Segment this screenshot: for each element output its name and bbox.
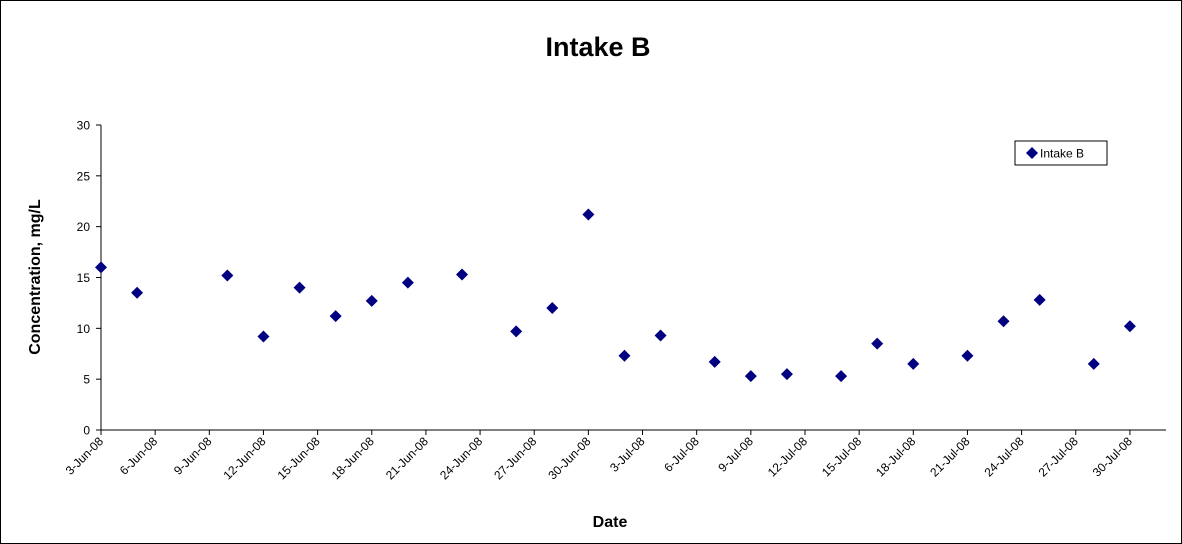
legend: Intake B xyxy=(1014,140,1108,166)
data-point xyxy=(546,302,559,314)
data-point xyxy=(871,337,884,350)
y-tick-label: 15 xyxy=(77,271,91,285)
data-point xyxy=(95,261,107,274)
x-axis-title: Date xyxy=(593,514,628,531)
data-point xyxy=(131,286,144,299)
y-tick-label: 20 xyxy=(77,220,91,234)
y-axis-ticks: 0 5 10 15 20 25 30 xyxy=(77,119,101,438)
chart-title: Intake B xyxy=(545,32,650,62)
data-point xyxy=(293,281,306,294)
y-tick-label: 25 xyxy=(77,169,91,183)
data-point xyxy=(329,310,342,323)
legend-label: Intake B xyxy=(1040,147,1084,161)
data-point xyxy=(1123,320,1136,333)
data-points xyxy=(95,208,1136,383)
data-point xyxy=(835,370,848,383)
data-point xyxy=(997,315,1010,328)
data-point xyxy=(708,355,721,368)
data-point xyxy=(907,357,920,370)
data-point xyxy=(401,276,414,289)
data-point xyxy=(961,349,974,362)
data-point xyxy=(510,325,523,338)
y-tick-label: 5 xyxy=(83,373,90,387)
data-point xyxy=(1033,293,1046,306)
legend-marker xyxy=(1026,147,1038,159)
y-tick-label: 30 xyxy=(77,119,91,133)
y-tick-label: 0 xyxy=(83,424,90,438)
data-point xyxy=(1087,357,1100,370)
data-point xyxy=(744,370,757,383)
data-point xyxy=(365,294,378,307)
data-point xyxy=(257,330,270,343)
data-point xyxy=(456,268,469,281)
data-point xyxy=(582,208,595,221)
data-point xyxy=(221,269,234,282)
y-tick-label: 10 xyxy=(77,322,91,336)
data-point xyxy=(780,368,793,381)
data-point xyxy=(618,349,631,362)
y-axis-title: Concentration, mg/L xyxy=(27,199,44,355)
data-point xyxy=(654,329,667,342)
